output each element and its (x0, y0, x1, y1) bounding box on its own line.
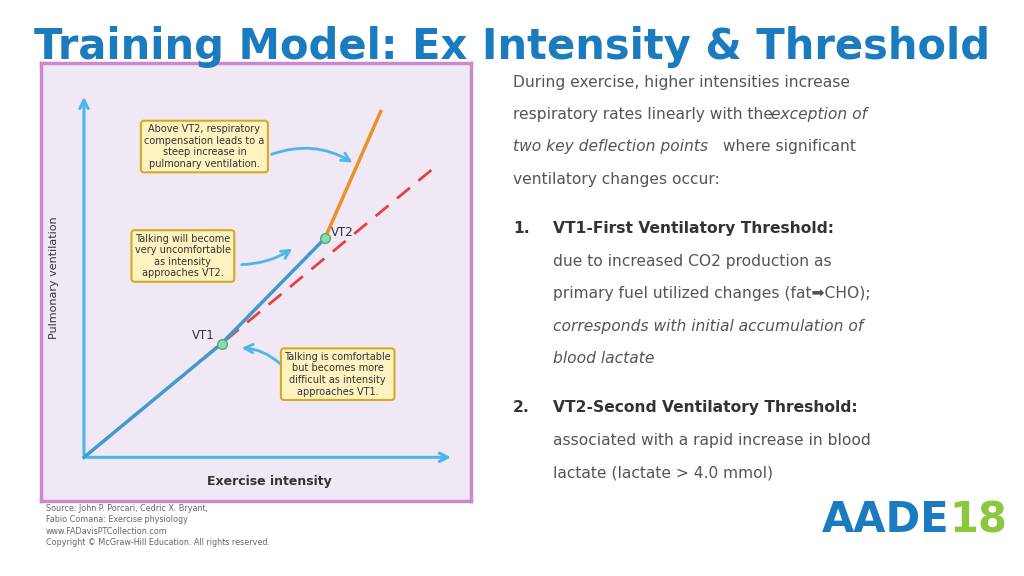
Text: exception of: exception of (771, 107, 867, 122)
Text: 1.: 1. (513, 221, 529, 236)
Text: respiratory rates linearly with the: respiratory rates linearly with the (513, 107, 777, 122)
Text: VT2: VT2 (332, 226, 354, 239)
Text: During exercise, higher intensities increase: During exercise, higher intensities incr… (513, 75, 850, 90)
Text: Source: John P. Porcari, Cedric X. Bryant,
Fabio Comana: Exercise physiology
www: Source: John P. Porcari, Cedric X. Bryan… (46, 504, 270, 547)
Text: Talking is comfortable
but becomes more
difficult as intensity
approaches VT1.: Talking is comfortable but becomes more … (285, 352, 391, 396)
Text: Training Model: Ex Intensity & Threshold: Training Model: Ex Intensity & Threshold (34, 26, 990, 68)
Text: lactate (lactate > 4.0 mmol): lactate (lactate > 4.0 mmol) (553, 465, 773, 480)
Text: Talking will become
very uncomfortable
as intensity
approaches VT2.: Talking will become very uncomfortable a… (135, 234, 230, 278)
Text: Pulmonary ventilation: Pulmonary ventilation (49, 217, 58, 339)
Text: AADE: AADE (821, 499, 949, 541)
Text: where significant: where significant (718, 139, 856, 154)
Text: 18: 18 (949, 499, 1008, 541)
Text: associated with a rapid increase in blood: associated with a rapid increase in bloo… (553, 433, 870, 448)
Text: VT2-Second Ventilatory Threshold:: VT2-Second Ventilatory Threshold: (553, 400, 857, 415)
Text: blood lactate: blood lactate (553, 351, 654, 366)
Text: VT1: VT1 (191, 329, 214, 342)
Text: due to increased CO2 production as: due to increased CO2 production as (553, 254, 831, 269)
Text: two key deflection points: two key deflection points (513, 139, 708, 154)
Text: 2.: 2. (513, 400, 529, 415)
Text: Above VT2, respiratory
compensation leads to a
steep increase in
pulmonary venti: Above VT2, respiratory compensation lead… (144, 124, 264, 169)
Text: corresponds with initial accumulation of: corresponds with initial accumulation of (553, 319, 863, 334)
Text: VT1-First Ventilatory Threshold:: VT1-First Ventilatory Threshold: (553, 221, 834, 236)
Text: primary fuel utilized changes (fat➡CHO);: primary fuel utilized changes (fat➡CHO); (553, 286, 870, 301)
Text: ventilatory changes occur:: ventilatory changes occur: (513, 172, 720, 187)
Text: Exercise intensity: Exercise intensity (207, 475, 332, 488)
